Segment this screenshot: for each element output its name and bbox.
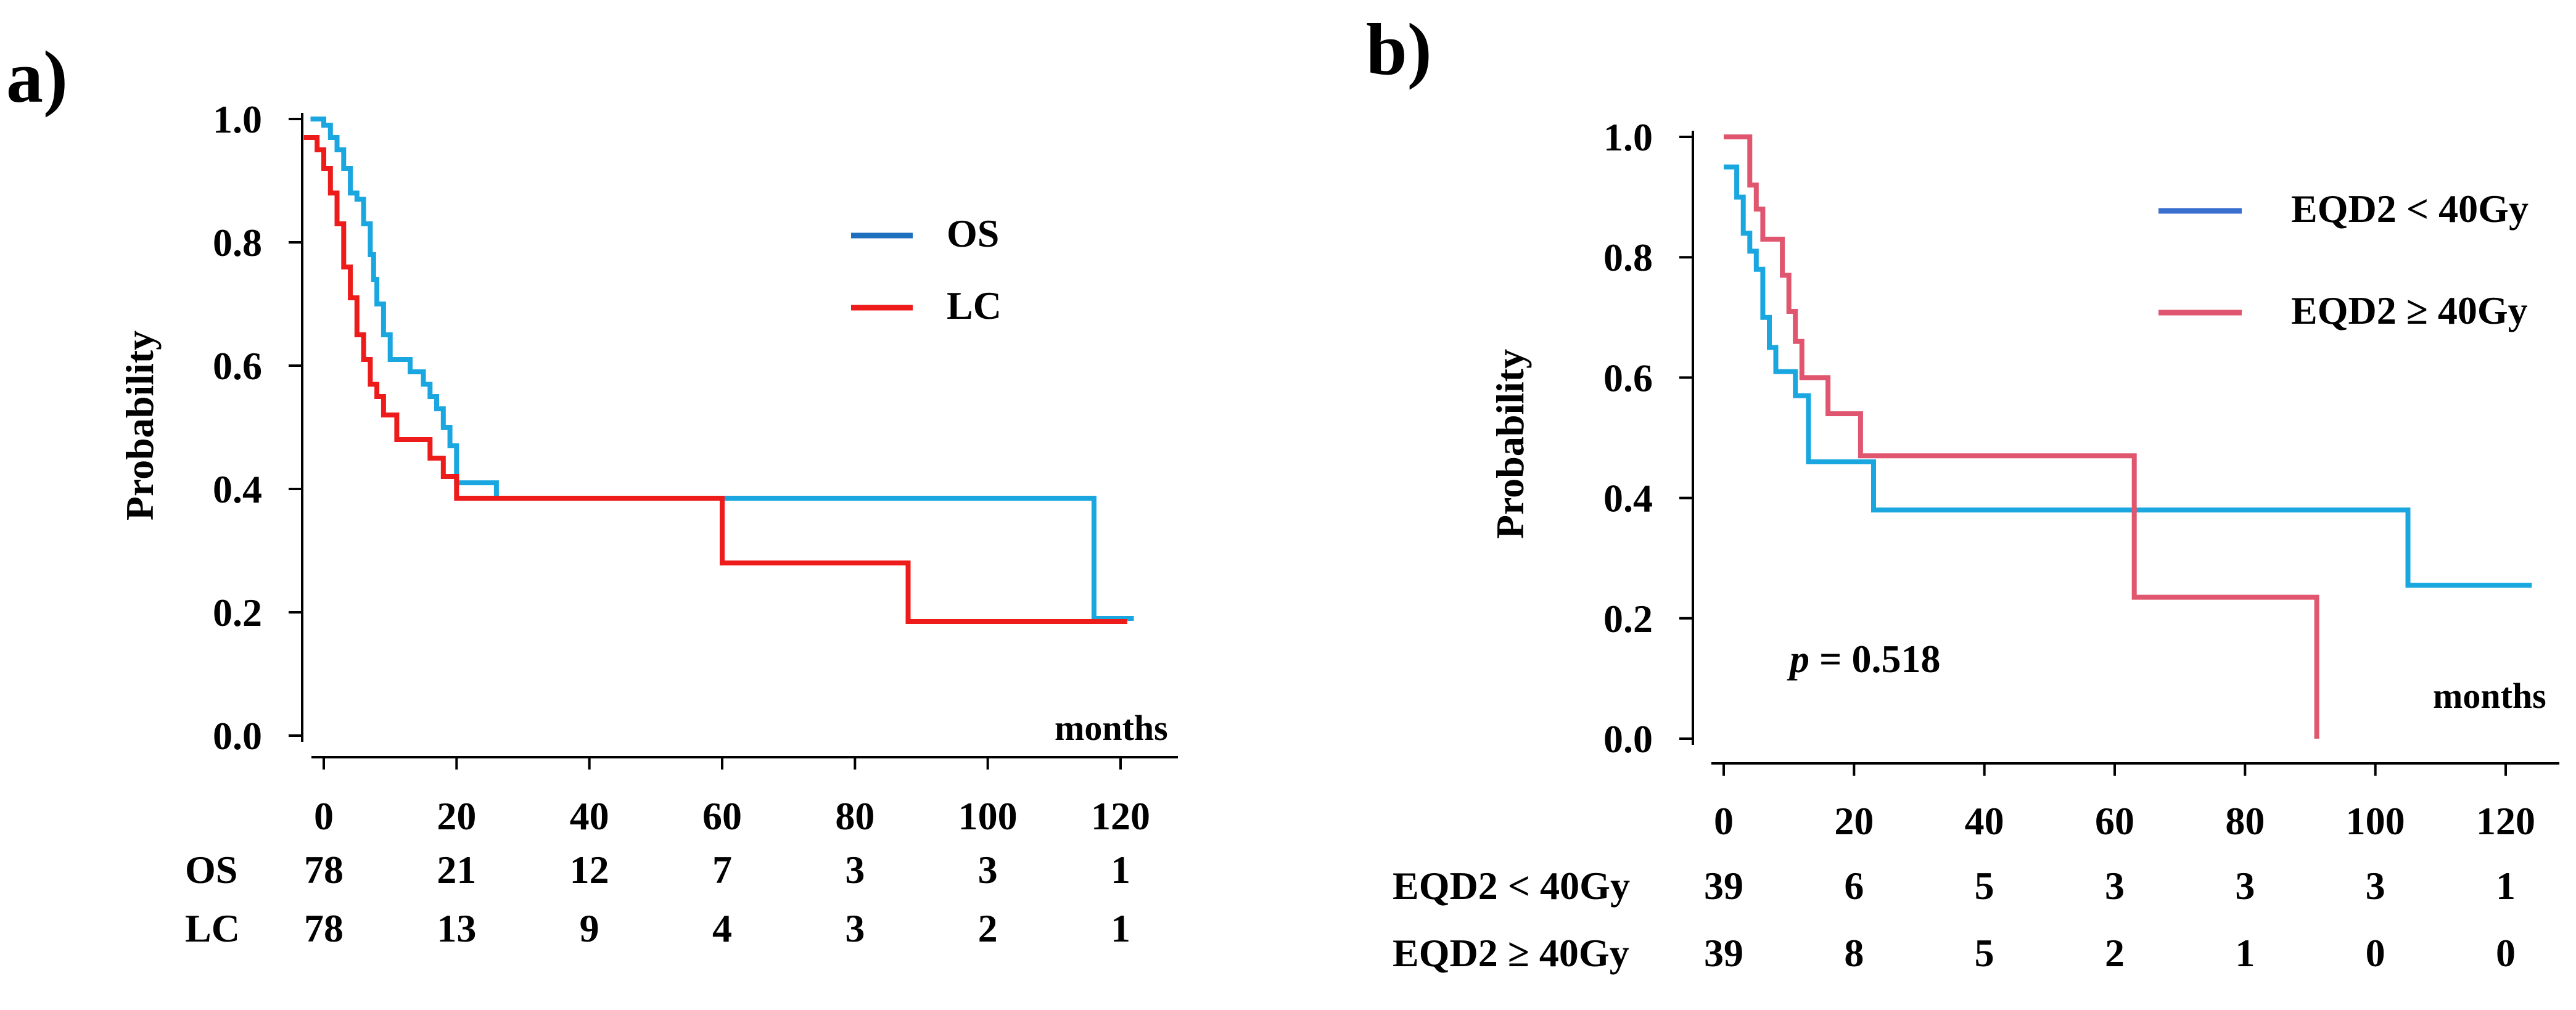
legend-label-2: EQD2 ≥ 40Gy	[2291, 289, 2528, 332]
risk-count: 0	[2496, 931, 2516, 975]
risk-count: 3	[2105, 864, 2125, 908]
risk-count: 3	[845, 906, 865, 950]
x-tick-label: 40	[570, 794, 609, 838]
risk-count: 1	[2235, 931, 2255, 975]
y-tick-label: 0.0	[213, 714, 262, 758]
x-tick-label: 80	[835, 794, 874, 838]
x-units-label: months	[2433, 676, 2546, 716]
x-tick-label: 60	[2095, 799, 2134, 843]
x-tick-label: 100	[958, 794, 1018, 838]
risk-count: 21	[437, 848, 476, 892]
risk-count: 78	[304, 906, 344, 950]
risk-row-label: EQD2 ≥ 40Gy	[1393, 931, 1629, 975]
x-tick-label: 100	[2346, 799, 2405, 843]
risk-count: 1	[1111, 906, 1130, 950]
risk-count: 3	[2235, 864, 2255, 908]
series-line-2	[303, 135, 1127, 624]
risk-count: 8	[1844, 931, 1864, 975]
risk-count: 5	[1975, 931, 1994, 975]
x-tick-label: 20	[437, 794, 476, 838]
x-tick-label: 0	[1714, 799, 1734, 843]
risk-count: 3	[845, 848, 865, 892]
risk-row-label: EQD2 < 40Gy	[1393, 864, 1630, 908]
x-tick-label: 40	[1965, 799, 2004, 843]
risk-count: 39	[1704, 931, 1743, 975]
y-tick-label: 1.0	[1603, 115, 1653, 159]
panel-a-chart: a) 0.0 0.2 0.4 0.6 0.8 1.0 Probability 0 20 40 60 80…	[6, 36, 1178, 950]
risk-count: 13	[437, 906, 476, 950]
series-line-1	[310, 117, 1134, 621]
risk-row-label: LC	[185, 906, 240, 950]
p-symbol: p	[1787, 637, 1809, 681]
panel-label: a)	[6, 36, 68, 118]
x-tick-label: 0	[314, 794, 334, 838]
x-tick-label: 60	[702, 794, 742, 838]
y-tick-label: 0.8	[1603, 236, 1653, 279]
series-line-2	[1724, 134, 2319, 739]
x-tick-label: 120	[1091, 794, 1150, 838]
risk-count: 3	[2366, 864, 2385, 908]
y-tick-label: 0.4	[1603, 477, 1653, 520]
x-tick-label: 120	[2476, 799, 2535, 843]
risk-count: 4	[712, 906, 732, 950]
risk-count: 5	[1975, 864, 1994, 908]
y-tick-label: 0.8	[213, 221, 262, 265]
x-tick-label: 80	[2225, 799, 2265, 843]
risk-count: 9	[580, 906, 599, 950]
x-tick-label: 20	[1834, 799, 1874, 843]
panel-label: b)	[1366, 8, 1432, 90]
y-tick-label: 1.0	[213, 97, 262, 141]
y-tick-label: 0.2	[1603, 597, 1653, 641]
legend-label-1: OS	[947, 211, 999, 255]
y-axis-label: Probability	[1488, 349, 1532, 539]
risk-count: 2	[2105, 931, 2125, 975]
x-units-label: months	[1055, 708, 1168, 748]
series-line-1	[1724, 164, 2532, 588]
risk-count: 39	[1704, 864, 1743, 908]
y-tick-label: 0.2	[213, 591, 262, 634]
legend-label-1: EQD2 < 40Gy	[2291, 187, 2529, 231]
risk-count: 6	[1844, 864, 1864, 908]
y-tick-label: 0.4	[213, 467, 262, 511]
risk-count: 7	[712, 848, 732, 892]
risk-count: 0	[2366, 931, 2385, 975]
y-axis-label: Probability	[118, 331, 162, 520]
risk-count: 2	[978, 906, 998, 950]
risk-count: 1	[2496, 864, 2516, 908]
y-tick-label: 0.6	[213, 344, 262, 388]
risk-count: 1	[1111, 848, 1130, 892]
p-value: = 0.518	[1809, 637, 1940, 681]
risk-count: 12	[570, 848, 609, 892]
risk-row-label: OS	[185, 848, 237, 892]
risk-count: 3	[978, 848, 998, 892]
risk-count: 78	[304, 848, 344, 892]
legend-label-2: LC	[947, 284, 1002, 327]
p-value-annotation: p = 0.518	[1787, 637, 1940, 681]
y-tick-label: 0.6	[1603, 356, 1653, 400]
y-tick-label: 0.0	[1603, 717, 1653, 761]
